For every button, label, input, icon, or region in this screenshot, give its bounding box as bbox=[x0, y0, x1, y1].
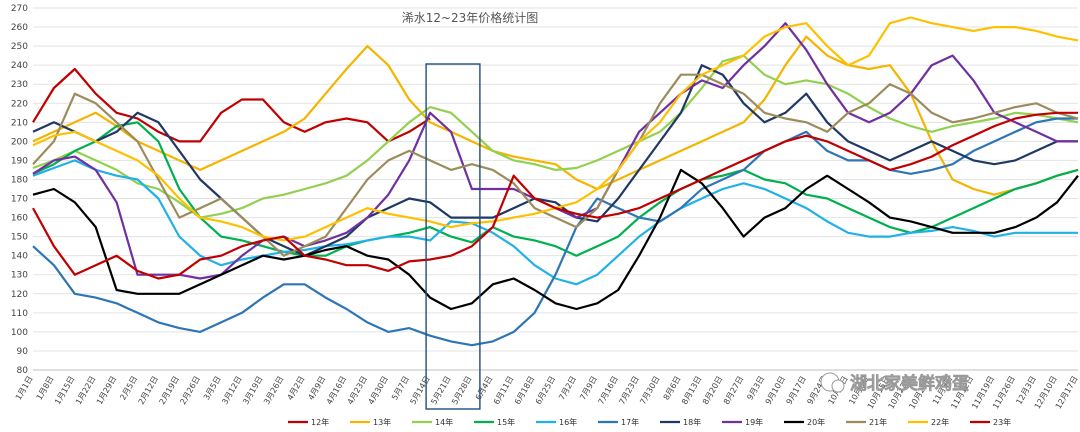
legend-label: 17年 bbox=[621, 417, 639, 427]
legend-label: 21年 bbox=[869, 417, 887, 427]
y-tick-label: 90 bbox=[17, 347, 29, 357]
x-tick-label: 4月30日 bbox=[367, 375, 390, 407]
legend-label: 16年 bbox=[559, 417, 577, 427]
series-line-13年 bbox=[32, 35, 1079, 196]
series-line-19年 bbox=[32, 22, 1078, 280]
legend-label: 15年 bbox=[497, 417, 515, 427]
legend-label: 14年 bbox=[435, 417, 453, 427]
x-tick-label: 6月4日 bbox=[474, 375, 495, 402]
legend-label: 23年 bbox=[993, 417, 1011, 427]
series-lines bbox=[32, 16, 1079, 347]
y-tick-label: 210 bbox=[11, 118, 28, 128]
x-tick-label: 5月7日 bbox=[390, 375, 411, 402]
legend-label: 18年 bbox=[683, 417, 701, 427]
x-tick-label: 2月26日 bbox=[178, 375, 201, 407]
y-tick-label: 200 bbox=[11, 137, 28, 147]
y-tick-label: 250 bbox=[11, 42, 28, 52]
x-tick-label: 1月1日 bbox=[14, 375, 35, 402]
legend-label: 12年 bbox=[311, 417, 329, 427]
x-tick-label: 3月5日 bbox=[202, 375, 223, 402]
y-tick-label: 180 bbox=[11, 175, 28, 185]
series-line-12年 bbox=[32, 67, 431, 143]
series-line-17年 bbox=[32, 117, 1078, 347]
x-tick-label: 3月26日 bbox=[262, 375, 285, 407]
legend-label: 20年 bbox=[807, 417, 825, 427]
y-tick-label: 100 bbox=[11, 328, 28, 338]
series-line-20年 bbox=[32, 168, 1079, 311]
watermark: 湖北家美鲜鸡蛋 bbox=[820, 372, 969, 394]
x-tick-label: 7月30日 bbox=[638, 375, 661, 407]
y-tick-label: 80 bbox=[17, 366, 29, 376]
series-line-18年 bbox=[32, 64, 1078, 257]
y-tick-label: 150 bbox=[11, 233, 28, 243]
x-tick-label: 4月9日 bbox=[306, 375, 327, 402]
y-tick-label: 160 bbox=[11, 214, 28, 224]
y-tick-label: 110 bbox=[11, 309, 28, 319]
x-tick-label: 1月8日 bbox=[35, 375, 56, 402]
watermark-text: 湖北家美鲜鸡蛋 bbox=[850, 373, 969, 394]
x-tick-label: 7月9日 bbox=[578, 375, 599, 402]
x-tick-label: 9月3日 bbox=[745, 375, 766, 402]
y-tick-label: 190 bbox=[11, 156, 28, 166]
legend-label: 22年 bbox=[931, 417, 949, 427]
y-tick-label: 170 bbox=[11, 195, 28, 205]
x-tick-label: 6月25日 bbox=[534, 375, 557, 407]
x-tick-label: 7月2日 bbox=[557, 375, 578, 402]
legend-label: 19年 bbox=[745, 417, 763, 427]
series-line-21年 bbox=[32, 73, 1079, 257]
x-tick-label: 5月28日 bbox=[450, 375, 473, 407]
y-tick-label: 140 bbox=[11, 252, 28, 262]
grid-lines bbox=[33, 7, 1078, 371]
chart-title: 浠水12~23年价格统计图 bbox=[402, 10, 539, 25]
legend: 12年 13年 14年 15年 16年 17年 18年 19年 20年 21年 22年 23年 bbox=[288, 417, 1011, 427]
series-line-14年 bbox=[32, 54, 1079, 219]
wechat-icon-inner bbox=[831, 379, 845, 393]
y-tick-label: 270 bbox=[11, 4, 28, 14]
x-tick-label: 4月2日 bbox=[286, 375, 307, 402]
y-tick-label: 120 bbox=[11, 290, 28, 300]
y-tick-label: 230 bbox=[11, 80, 28, 90]
x-tick-label: 2月5日 bbox=[118, 375, 139, 402]
y-tick-label: 130 bbox=[11, 271, 28, 281]
x-tick-label: 1月29日 bbox=[95, 375, 118, 407]
y-tick-label: 240 bbox=[11, 61, 28, 71]
y-axis-ticks: 80 90 100 110 120 130 140 150 160 170 180 190 200 210… bbox=[11, 4, 28, 376]
x-tick-label: 8月6日 bbox=[662, 375, 683, 402]
x-tick-label: 8月27日 bbox=[722, 375, 745, 407]
highlight-box bbox=[425, 63, 481, 410]
series-line-15年 bbox=[32, 121, 1079, 257]
y-tick-label: 220 bbox=[11, 99, 28, 109]
series-line-23年 bbox=[32, 111, 1078, 280]
legend-label: 13年 bbox=[373, 417, 391, 427]
y-tick-label: 260 bbox=[11, 23, 28, 33]
